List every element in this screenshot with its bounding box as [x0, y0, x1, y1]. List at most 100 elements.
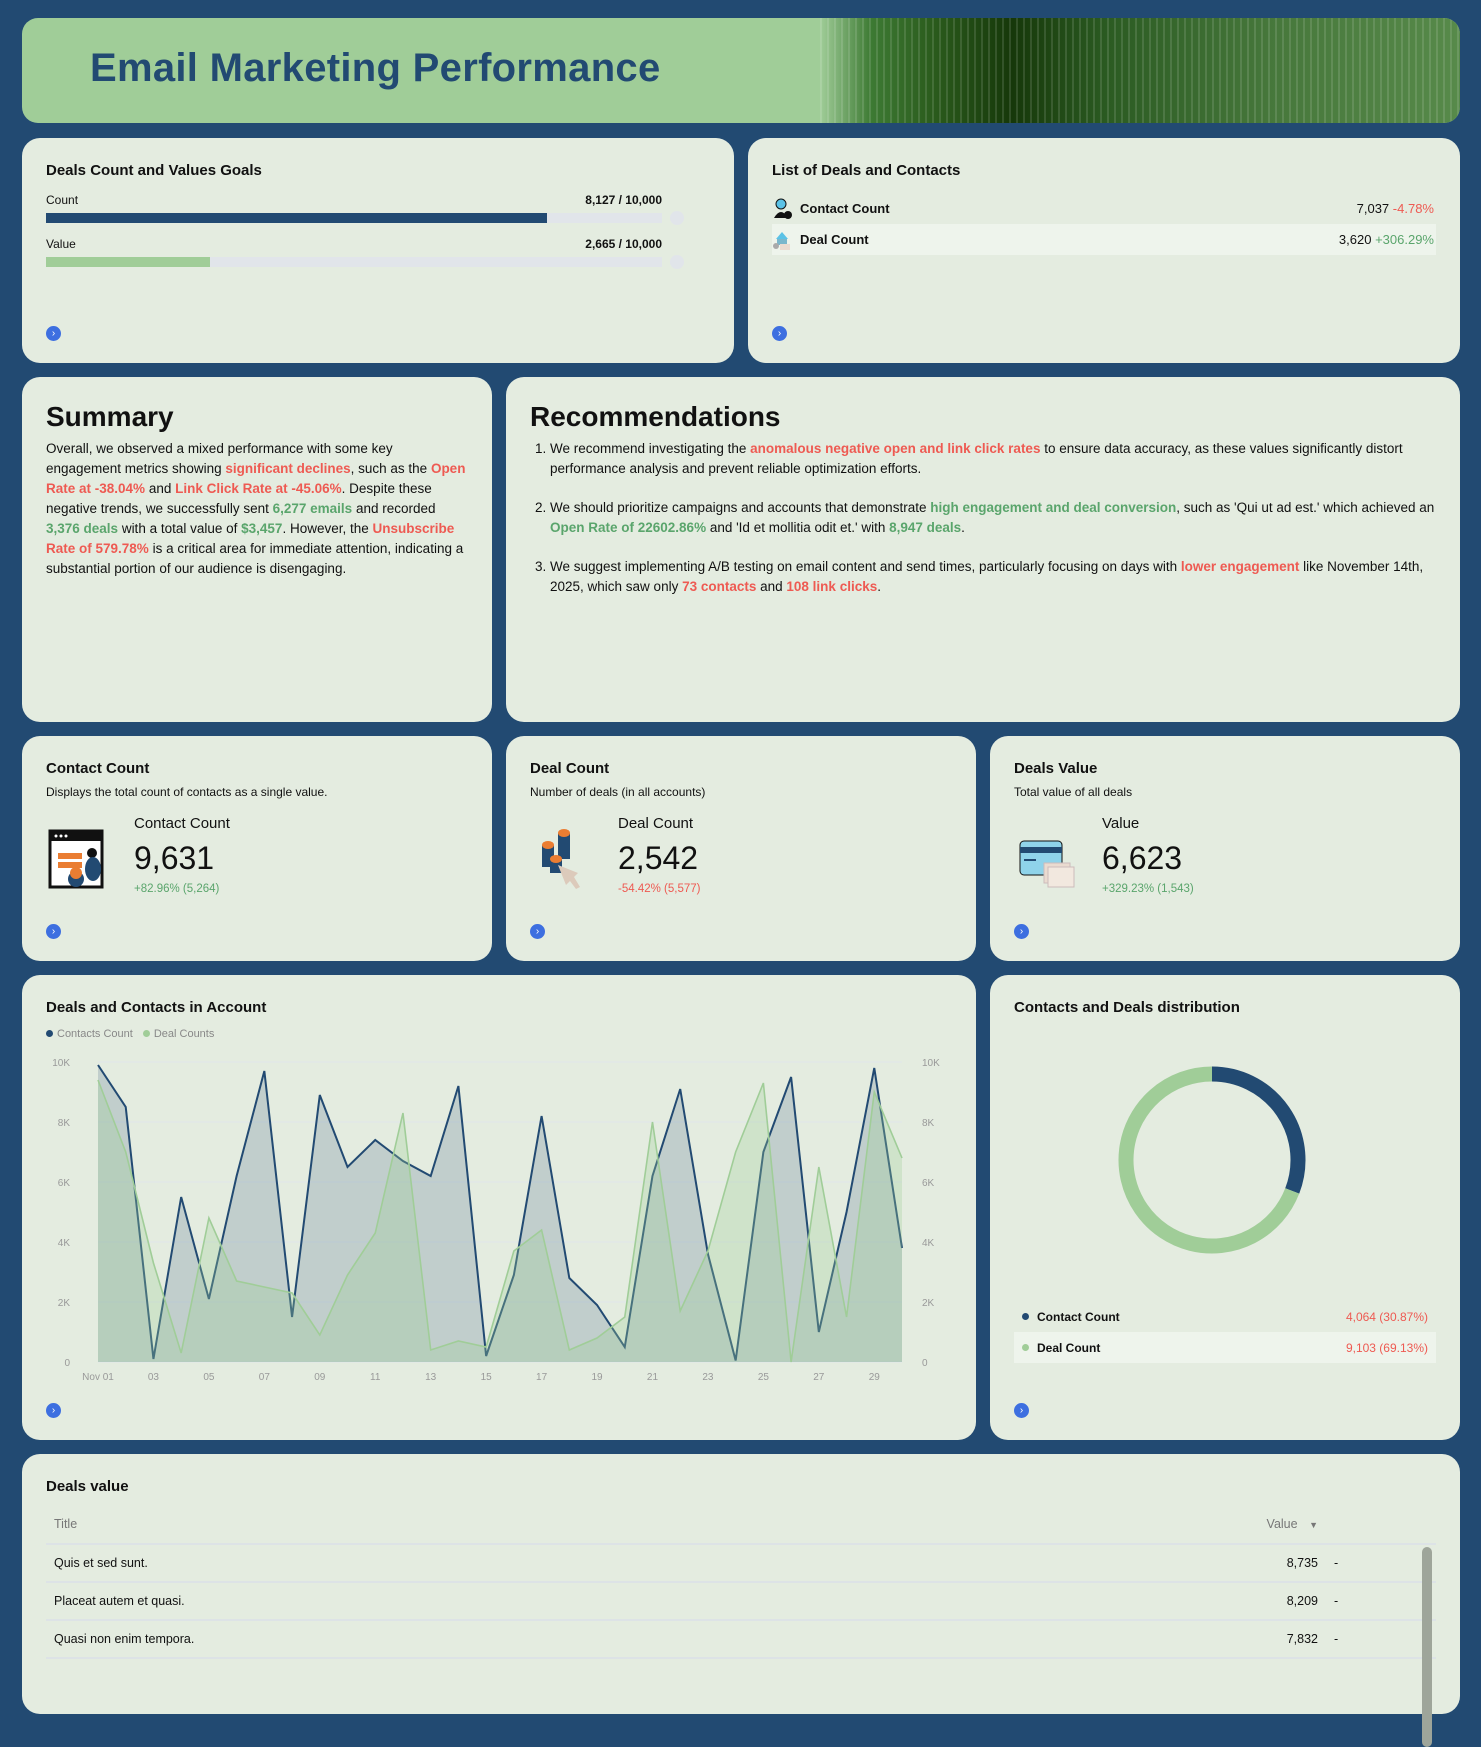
y-tick-label-right: 8K	[922, 1118, 935, 1129]
highlight-text: 8,947 deals	[889, 520, 962, 535]
deals-table: Title Value ▼ Quis et sed sunt. 8,735- Pla…	[46, 1509, 1436, 1659]
legend-item[interactable]: Deal Counts	[142, 1028, 214, 1040]
goal-progress-fill	[46, 257, 211, 267]
kpi-value: 6,623	[1102, 840, 1183, 876]
column-spacer	[1326, 1509, 1436, 1545]
y-tick-label: 8K	[58, 1118, 71, 1129]
x-tick-label: 05	[203, 1372, 215, 1383]
legend-label: Deal Count	[1037, 1340, 1101, 1355]
highlight-text: 73 contacts	[682, 579, 757, 594]
goals-title: Deals Count and Values Goals	[46, 162, 262, 179]
text-segment: We recommend investigating the	[550, 441, 751, 456]
sort-desc-icon[interactable]: ▼	[1309, 1520, 1318, 1530]
donut-slice[interactable]	[1118, 1066, 1300, 1254]
table-row[interactable]: Quis et sed sunt. 8,735-	[46, 1544, 1436, 1583]
kpi-title: Deal Count	[530, 760, 610, 777]
list-item-label: Deal Count	[800, 232, 869, 247]
highlight-text: anomalous negative open and link click r…	[750, 441, 1041, 456]
goal-label: Count	[46, 193, 79, 207]
highlight-text: 3,376 deals	[46, 521, 119, 536]
cell-trend: -	[1326, 1620, 1436, 1659]
kpi-description: Displays the total count of contacts as …	[46, 785, 328, 799]
goal-progress-bar	[46, 255, 684, 269]
chevron-right-circle-icon[interactable]: ›	[46, 924, 61, 939]
kpi-card: Deals Value Total value of all deals Val…	[990, 736, 1460, 961]
kpi-delta: +82.96% (5,264)	[134, 883, 220, 895]
header-decoration-image	[820, 18, 1460, 123]
highlight-text: 108 link clicks	[786, 579, 878, 594]
table-title: Deals value	[46, 1478, 129, 1495]
list-title: List of Deals and Contacts	[772, 162, 961, 179]
series-area-1	[98, 1080, 902, 1362]
list-item[interactable]: Deal Count 3,620 +306.29%	[772, 224, 1436, 255]
line-chart: 0 0 2K 2K 4K 4K 6K 6K 8K 8K 10K 10K Nov 01 03 05 07 09 11…	[52, 1058, 940, 1383]
donut-chart	[1118, 1066, 1306, 1254]
text-segment: We should prioritize campaigns and accou…	[550, 500, 931, 515]
list-item-label: Contact Count	[800, 201, 890, 216]
goal-count: Count 8,127 / 10,000	[46, 193, 710, 225]
cell-title: Quasi non enim tempora.	[46, 1620, 1236, 1659]
column-header-value[interactable]: Value ▼	[1236, 1509, 1326, 1545]
kpi-value: 9,631	[134, 840, 215, 876]
cell-value: 7,832	[1236, 1620, 1326, 1659]
goals-card: Deals Count and Values Goals Count 8,127 …	[22, 138, 734, 363]
legend-item[interactable]: Contacts Count	[46, 1028, 133, 1040]
chevron-right-circle-icon[interactable]: ›	[46, 326, 61, 341]
highlight-text: 6,277 emails	[272, 501, 353, 516]
chevron-right-circle-icon[interactable]: ›	[1014, 924, 1029, 939]
x-tick-label: Nov 01	[82, 1372, 114, 1383]
goal-progress-bar	[46, 211, 684, 225]
text-segment: Overall, we observed a mixed performance…	[46, 441, 393, 476]
list-item[interactable]: Contact Count 7,037 -4.78%	[772, 193, 1436, 224]
kpi-card: Contact Count Displays the total count o…	[22, 736, 492, 961]
text-segment: We suggest implementing A/B testing on e…	[550, 559, 1181, 574]
series-line-0	[97, 1064, 903, 1361]
donut-legend-item[interactable]: Contact Count 4,064 (30.87%)	[1014, 1301, 1436, 1332]
column-header-title[interactable]: Title	[46, 1509, 1236, 1545]
cell-title: Quis et sed sunt.	[46, 1544, 1236, 1583]
x-tick-label: 11	[370, 1372, 381, 1383]
legend-label: Contacts Count	[57, 1028, 133, 1040]
dashboard-header: Email Marketing Performance	[22, 18, 1460, 123]
kpi-label: Value	[1102, 815, 1140, 832]
chevron-right-circle-icon[interactable]: ›	[1014, 1403, 1029, 1418]
highlight-text: significant declines	[225, 461, 351, 476]
x-tick-label: 29	[869, 1372, 881, 1383]
donut-legend-item[interactable]: Deal Count 9,103 (69.13%)	[1014, 1332, 1436, 1363]
text-segment: is a critical area for immediate attenti…	[46, 541, 464, 576]
y-tick-label: 6K	[58, 1178, 71, 1189]
y-tick-label-right: 0	[922, 1358, 928, 1369]
chevron-right-circle-icon[interactable]: ›	[772, 326, 787, 341]
y-tick-label-right: 4K	[922, 1238, 935, 1249]
donut-card: Contacts and Deals distribution Contact …	[990, 975, 1460, 1440]
x-tick-label: 13	[425, 1372, 437, 1383]
kpi-label: Deal Count	[618, 815, 694, 832]
goal-value-row: Value 2,665 / 10,000	[46, 237, 710, 269]
text-segment: like November 14th, 2025, which saw only	[550, 559, 1424, 594]
recommendation-item: We suggest implementing A/B testing on e…	[550, 557, 1436, 597]
chevron-right-circle-icon[interactable]: ›	[530, 924, 545, 939]
donut-slice[interactable]	[1211, 1066, 1306, 1194]
recommendation-item: We should prioritize campaigns and accou…	[550, 498, 1436, 538]
series-line-1	[97, 1079, 903, 1363]
chevron-right-circle-icon[interactable]: ›	[46, 1403, 61, 1418]
highlight-text: $3,457	[241, 521, 283, 536]
series-area-0	[98, 1065, 902, 1362]
table-row[interactable]: Quasi non enim tempora. 7,832-	[46, 1620, 1436, 1659]
summary-card: Summary Overall, we observed a mixed per…	[22, 377, 492, 722]
x-tick-label: 09	[314, 1372, 326, 1383]
text-segment: .	[961, 520, 965, 535]
cell-trend: -	[1326, 1544, 1436, 1583]
cell-title: Placeat autem et quasi.	[46, 1582, 1236, 1621]
y-tick-label: 4K	[58, 1238, 71, 1249]
highlight-text: lower engagement	[1180, 559, 1300, 574]
table-row[interactable]: Placeat autem et quasi. 8,209-	[46, 1582, 1436, 1621]
recommendations-title: Recommendations	[530, 401, 781, 432]
goal-value: 8,127 / 10,000	[585, 193, 662, 207]
y-tick-label-right: 6K	[922, 1178, 935, 1189]
goal-label: Value	[46, 237, 76, 251]
table-scrollbar[interactable]	[1422, 1547, 1432, 1747]
coins-cursor-icon	[542, 829, 580, 889]
kpi-delta: -54.42% (5,577)	[618, 883, 701, 895]
deals-value-table-card: Deals value Title Value ▼ Quis et sed su…	[22, 1454, 1460, 1747]
